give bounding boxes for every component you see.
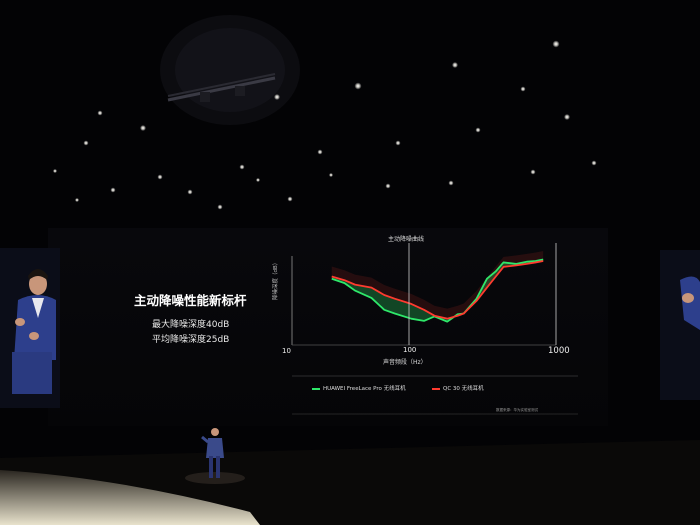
legend-item-huawei: HUAWEI FreeLace Pro 无线耳机 (312, 384, 406, 392)
series-line-qc30 (331, 260, 544, 320)
chart-title: 主动降噪曲线 (388, 236, 425, 243)
chart-footnote: 数据来源：华为实验室测试 (496, 408, 538, 412)
x-tick-label: 10 (282, 347, 291, 355)
area-between-curves (331, 259, 544, 322)
main-screen (48, 228, 608, 426)
spotlights (53, 40, 597, 210)
avg-depth-text: 平均降噪深度25dB (152, 335, 230, 345)
x-tick-label: 1000 (548, 346, 570, 356)
x-tick-label: 100 (403, 346, 417, 354)
chart-x-axis-label: 声音频段（Hz） (383, 359, 427, 366)
slide-title: 主动降噪性能新标杆 (134, 293, 247, 308)
max-depth-text: 最大降噪深度40dB (152, 320, 230, 330)
stage-floor (0, 440, 700, 525)
legend-item-qc30: QC 30 无线耳机 (432, 384, 484, 392)
legend-swatch-red (432, 387, 440, 390)
chart-plot-area (331, 250, 544, 323)
presenter (201, 428, 224, 478)
left-presenter-screen (0, 248, 60, 408)
legend-label: HUAWEI FreeLace Pro 无线耳机 (323, 386, 406, 392)
legend-swatch-green (312, 387, 320, 390)
chart-y-axis-label: 降噪深度（dB） (273, 259, 279, 300)
ceiling-rig (160, 15, 300, 125)
right-presenter-screen (660, 250, 700, 400)
red-curve-band (331, 250, 544, 319)
legend-label: QC 30 无线耳机 (443, 386, 484, 392)
noise-cancelling-chart (291, 243, 578, 415)
